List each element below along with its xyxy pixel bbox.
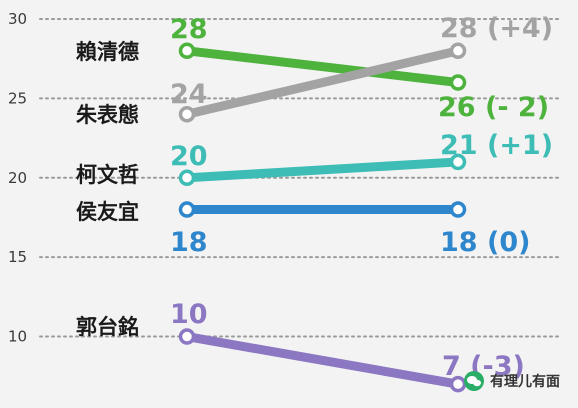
start-value-label-3: 18 (170, 227, 208, 258)
series-line-4 (182, 332, 463, 389)
series-lines (178, 42, 467, 393)
point-start-2 (178, 169, 196, 187)
y-tick-label: 10 (8, 328, 27, 346)
series-name-4: 郭台銘 (76, 315, 139, 339)
point-end-4 (449, 375, 467, 393)
series-labels: 賴清德 28 26 (- 2) 朱表態 24 28 (+4) 柯文哲 20 21 (+1) 侯友宜… (76, 13, 553, 382)
end-value-label-0: 26 (- 2) (438, 92, 549, 123)
end-value-label-1: 28 (+4) (440, 13, 553, 44)
point-end-0 (449, 74, 467, 91)
series-name-1: 朱表態 (76, 103, 139, 127)
watermark-text: 有理儿有面 (490, 373, 560, 390)
start-value-label-4: 10 (170, 299, 208, 330)
y-axis-ticks: 10 15 20 25 30 (8, 10, 27, 346)
point-start-1 (178, 106, 196, 123)
point-start-3 (178, 201, 196, 218)
series-line-0 (182, 46, 463, 88)
end-value-label-2: 21 (+1) (440, 130, 553, 161)
point-end-2 (449, 153, 467, 171)
end-value-label-3: 18 (0) (440, 227, 530, 258)
series-line-2 (182, 157, 463, 183)
series-line-1 (182, 46, 463, 119)
series-name-2: 柯文哲 (76, 163, 139, 187)
y-tick-label: 30 (8, 10, 27, 28)
point-end-3 (449, 201, 467, 218)
wechat-icon (464, 371, 484, 391)
end-value-label-4: 7 (-3) (442, 351, 525, 382)
watermark: 有理儿有面 (464, 371, 560, 391)
point-start-0 (178, 42, 196, 60)
series-name-0: 賴清德 (76, 40, 139, 64)
point-end-1 (449, 42, 467, 60)
series-name-3: 侯友宜 (76, 200, 139, 224)
grid-lines (39, 18, 561, 338)
start-value-label-2: 20 (170, 141, 208, 172)
y-tick-label: 20 (8, 169, 27, 187)
start-value-label-1: 24 (170, 79, 208, 110)
point-start-4 (178, 328, 196, 345)
y-tick-label: 25 (8, 89, 27, 107)
y-tick-label: 15 (8, 248, 27, 266)
start-value-label-0: 28 (170, 14, 208, 45)
